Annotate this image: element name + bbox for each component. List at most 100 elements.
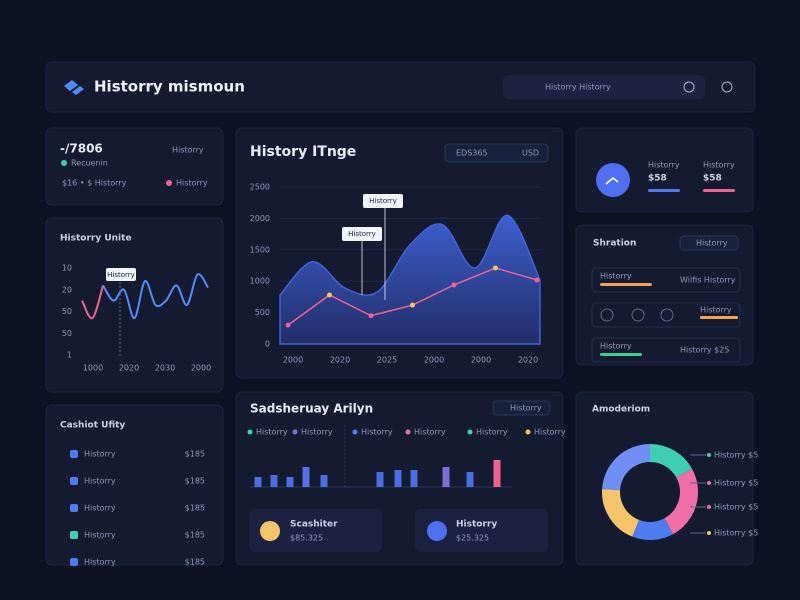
legend-label: Historry [476, 428, 508, 437]
status-row [591, 302, 741, 328]
line-point [451, 282, 457, 288]
label-dot [707, 453, 711, 457]
x-tick-label: 2025 [377, 356, 397, 365]
notify-icon[interactable] [683, 81, 695, 93]
status-title: Shration [593, 239, 636, 249]
bar [493, 460, 501, 487]
settings-icon[interactable] [721, 81, 733, 93]
annotation-box [363, 194, 403, 208]
y-tick-label: 2500 [250, 183, 270, 192]
bar [320, 475, 328, 487]
stats-icon-glyph [605, 177, 619, 185]
list-title: Cashiot Ufity [60, 421, 125, 431]
dot [61, 160, 67, 166]
legend-label: Historry [534, 428, 566, 437]
donut-segment [649, 444, 693, 478]
line-segment [102, 273, 209, 320]
line-point [327, 292, 332, 298]
status-icon [631, 308, 645, 322]
stat-bar [703, 189, 735, 192]
bar [394, 470, 402, 487]
area [279, 214, 541, 345]
x-tick-label: 2000 [283, 356, 303, 365]
info-value: $25.325 [456, 534, 489, 543]
analysis-button[interactable] [492, 400, 551, 416]
x-tick-label: 2000 [471, 356, 491, 365]
legend-label: Historry [256, 428, 288, 437]
y-tick-label: 2000 [250, 214, 270, 223]
line-point [493, 265, 498, 271]
line-point [534, 277, 540, 283]
analysis-button-text[interactable]: Historry [510, 404, 542, 413]
stat-label: Historry [648, 161, 680, 170]
summary-item: Historry [176, 179, 208, 188]
bar [410, 470, 418, 487]
info-icon [427, 521, 447, 541]
donut-title: Amoderiom [592, 405, 650, 415]
row-icon [70, 477, 78, 485]
status-button-text[interactable]: Historry [696, 239, 728, 248]
info-label: Historry [456, 520, 497, 530]
status-button[interactable] [679, 235, 739, 251]
label-dot [707, 505, 711, 509]
info-label: Scashiter [290, 520, 338, 530]
bar [442, 467, 450, 487]
y-tick-label: 50 [62, 329, 72, 338]
logo [64, 80, 84, 95]
legend-dot [405, 429, 411, 435]
line-point [368, 313, 374, 319]
donut-segment [632, 518, 674, 540]
stat-bar [648, 189, 680, 192]
stat-label: Historry [703, 161, 735, 170]
status-text: Historry [600, 272, 632, 281]
legend-label: Historry [361, 428, 393, 437]
legend-label: Historry [414, 428, 446, 437]
legend-dot [467, 429, 473, 435]
y-tick-label: 20 [62, 285, 72, 294]
toggle-option[interactable]: EDS365 [456, 149, 488, 158]
status-row [591, 337, 741, 363]
donut-label: Historry $5 [714, 529, 758, 538]
toggle[interactable] [444, 143, 549, 163]
row-icon [70, 558, 78, 566]
info-icon [260, 521, 280, 541]
row-label: Historry [84, 558, 116, 567]
label-dot [707, 531, 711, 535]
dot [166, 180, 172, 186]
bar [466, 472, 474, 487]
status-row [591, 267, 741, 293]
bar [302, 467, 310, 487]
y-tick-label: 1500 [250, 245, 270, 254]
x-tick-label: 2020 [518, 356, 538, 365]
y-tick-label: 1000 [250, 277, 270, 286]
row-value: $185 [185, 558, 205, 567]
y-tick-label: 1 [67, 351, 72, 360]
legend-dot [247, 429, 253, 435]
status-text: Wilfis Historry [680, 276, 736, 285]
main-chart-title: History ITnge [250, 144, 356, 160]
progress-bar [600, 283, 652, 286]
row-label: Historry [84, 504, 116, 513]
mini-chart-title: Historry Unite [60, 234, 132, 244]
legend-dot [525, 429, 531, 435]
donut-label: Historry $5 [714, 451, 758, 460]
line-segment [81, 285, 104, 320]
legend-dot [292, 429, 298, 435]
stats-icon [596, 163, 630, 197]
row-label: Historry [84, 531, 116, 540]
tooltip-box [106, 268, 136, 281]
search-text: Historry Historry [545, 83, 611, 92]
donut-label: Historry $5 [714, 503, 758, 512]
tooltip-text: Historry [107, 271, 135, 279]
row-value: $185 [185, 450, 205, 459]
toggle-option[interactable]: USD [522, 149, 539, 158]
header-bar [45, 61, 756, 113]
status-card [575, 224, 754, 366]
x-tick-label: 2030 [155, 364, 175, 373]
y-tick-label: 10 [62, 264, 72, 273]
bar [286, 477, 294, 487]
search-box[interactable] [503, 75, 705, 99]
status-text: Historry [700, 306, 732, 315]
